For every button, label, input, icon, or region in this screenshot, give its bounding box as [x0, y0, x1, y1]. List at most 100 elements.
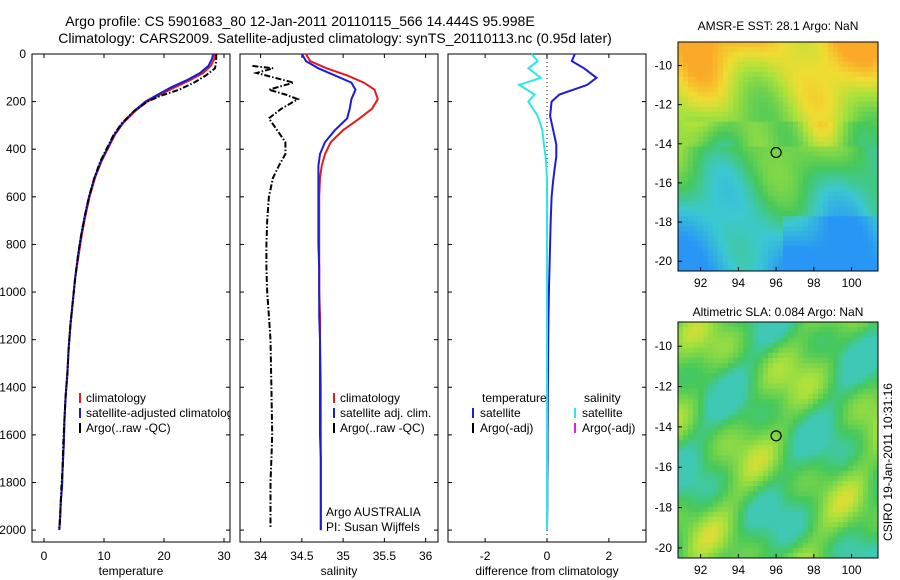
heatmap-cell [718, 61, 724, 68]
heatmap-cell [803, 357, 809, 364]
heatmap-cell [708, 226, 714, 232]
heatmap-cell [708, 352, 714, 359]
heatmap-cell [853, 201, 859, 207]
heatmap-cell [728, 161, 734, 168]
heatmap-cell [713, 151, 719, 158]
heatmap-cell [858, 342, 864, 349]
heatmap-cell [708, 516, 714, 523]
heatmap-cell [708, 126, 714, 133]
heatmap-cell [678, 465, 684, 472]
heatmap-cell [748, 251, 754, 257]
heatmap-cell [838, 226, 844, 232]
heatmap-cell [848, 470, 854, 477]
heatmap-cell [813, 388, 819, 395]
heatmap-cell [788, 404, 794, 410]
heatmap-cell [788, 378, 794, 385]
heatmap-cell [823, 373, 829, 380]
heatmap-cell [773, 71, 779, 78]
heatmap-cell [713, 486, 719, 492]
heatmap-cell [743, 424, 749, 431]
heatmap-cell [758, 226, 764, 232]
heatmap-cell [778, 491, 784, 498]
header-line1: Argo profile: CS 5901683_80 12-Jan-2011 … [65, 13, 534, 29]
heatmap-cell [748, 352, 754, 359]
heatmap-cell [703, 42, 709, 48]
heatmap-cell [733, 342, 739, 349]
heatmap-cell [698, 368, 704, 374]
heatmap-cell [763, 221, 769, 227]
heatmap-cell [733, 522, 739, 528]
heatmap-cell [848, 186, 854, 192]
heatmap-cell [808, 455, 814, 462]
heatmap-cell [783, 251, 789, 257]
heatmap-cell [683, 66, 689, 73]
heatmap-cell [773, 86, 779, 93]
heatmap-cell [678, 506, 684, 513]
heatmap-cell [778, 201, 784, 207]
heatmap-cell [703, 146, 709, 153]
heatmap-cell [728, 368, 734, 374]
heatmap-cell [838, 186, 844, 192]
heatmap-cell [758, 96, 764, 103]
heatmap-cell [723, 496, 729, 503]
heatmap-cell [738, 383, 744, 390]
heatmap-cell [678, 486, 684, 492]
heatmap-cell [798, 226, 804, 232]
heatmap-cell [738, 71, 744, 78]
heatmap-cell [853, 116, 859, 123]
heatmap-cell [733, 460, 739, 467]
heatmap-cell [803, 236, 809, 242]
heatmap-cell [783, 196, 789, 202]
y-tick-label: 400 [6, 142, 26, 156]
heatmap-cell [763, 46, 769, 53]
heatmap-cell [688, 261, 694, 267]
heatmap-cell [688, 352, 694, 359]
heatmap-cell [873, 81, 878, 88]
heatmap-cell [703, 327, 709, 333]
heatmap-cell [853, 61, 859, 68]
heatmap-cell [723, 246, 729, 252]
heatmap-cell [853, 409, 859, 415]
heatmap-cell [753, 181, 759, 187]
heatmap-cell [778, 251, 784, 257]
heatmap-cell [758, 357, 764, 364]
heatmap-cell [858, 337, 864, 344]
heatmap-cell [763, 455, 769, 462]
x-axis-label: difference from climatology [475, 564, 618, 578]
heatmap-cell [843, 491, 849, 498]
heatmap-cell [853, 537, 859, 544]
heatmap-cell [718, 404, 724, 410]
heatmap-cell [828, 251, 834, 257]
heatmap-cell [738, 236, 744, 242]
heatmap-cell [748, 516, 754, 523]
heatmap-cell [793, 450, 799, 456]
heatmap-cell [763, 496, 769, 503]
heatmap-cell [833, 86, 839, 93]
heatmap-cell [813, 481, 819, 487]
heatmap-cell [683, 532, 689, 539]
heatmap-cell [748, 246, 754, 252]
heatmap-cell [713, 211, 719, 217]
heatmap-cell [778, 111, 784, 118]
heatmap-cell [838, 56, 844, 63]
heatmap-cell [743, 241, 749, 247]
heatmap-cell [693, 440, 699, 446]
heatmap-cell [773, 231, 779, 237]
heatmap-cell [733, 246, 739, 252]
heatmap-cell [778, 532, 784, 539]
heatmap-cell [753, 51, 759, 58]
heatmap-cell [718, 251, 724, 257]
heatmap-cell [708, 398, 714, 405]
heatmap-cell [803, 455, 809, 462]
heatmap-cell [713, 126, 719, 133]
heatmap-cell [838, 121, 844, 128]
heatmap-cell [723, 465, 729, 472]
heatmap-cell [783, 465, 789, 472]
heatmap-cell [683, 460, 689, 467]
heatmap-cell [713, 409, 719, 415]
heatmap-cell [808, 221, 814, 227]
heatmap-cell [708, 440, 714, 446]
heatmap-cell [768, 181, 774, 187]
heatmap-cell [748, 221, 754, 227]
heatmap-cell [688, 42, 694, 48]
